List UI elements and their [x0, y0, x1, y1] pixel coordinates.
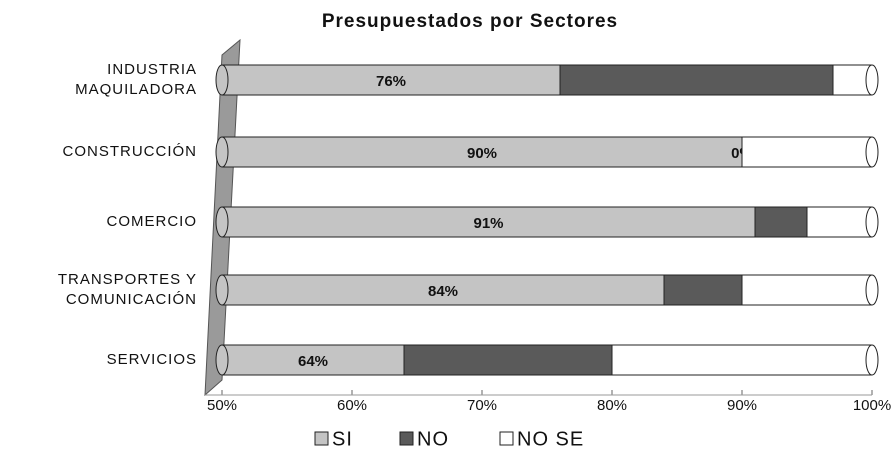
bar-cap	[865, 136, 879, 168]
bar-segment	[611, 344, 873, 376]
bar-segment	[806, 206, 873, 238]
bar-segment	[741, 274, 873, 306]
bar-cap	[215, 136, 229, 168]
bar-cap	[865, 64, 879, 96]
legend-label: NO SE	[517, 428, 584, 450]
y-tick-label: TRANSPORTES Y COMUNICACIÓN	[57, 271, 197, 308]
bar-cap	[865, 206, 879, 238]
y-tick-label: CONSTRUCCIÓN	[62, 143, 197, 160]
x-tick-label: 60%	[337, 397, 367, 414]
bar-segment	[403, 344, 613, 376]
data-label: 91%	[473, 215, 503, 232]
x-tick-label: 90%	[727, 397, 757, 414]
bar-segment	[221, 344, 405, 376]
y-tick-label: SERVICIOS	[106, 351, 197, 368]
data-label: 64%	[298, 353, 328, 370]
data-label: 76%	[376, 73, 406, 90]
legend-swatch	[314, 431, 329, 446]
bar-segment	[754, 206, 808, 238]
chart-title: Presupuestados por Sectores	[322, 11, 618, 32]
data-label: 90%	[467, 145, 497, 162]
bar-cap	[215, 274, 229, 306]
x-tick-label: 100%	[853, 397, 891, 414]
bar-segment	[741, 136, 873, 168]
y-tick-label: COMERCIO	[106, 213, 197, 230]
bar-segment	[663, 274, 743, 306]
y-tick-label: INDUSTRIA MAQUILADORA	[75, 61, 197, 98]
bar-cap	[215, 206, 229, 238]
legend-label: NO	[417, 428, 449, 450]
x-tick-label: 80%	[597, 397, 627, 414]
bar-segment	[559, 64, 834, 96]
x-tick-label: 50%	[207, 397, 237, 414]
bar-cap	[865, 274, 879, 306]
bar-cap	[215, 344, 229, 376]
data-label: 84%	[428, 283, 458, 300]
legend-swatch	[499, 431, 514, 446]
x-tick-label: 70%	[467, 397, 497, 414]
bar-cap	[865, 344, 879, 376]
bar-segment	[221, 64, 561, 96]
bar-cap	[215, 64, 229, 96]
legend-swatch	[399, 431, 414, 446]
legend-label: SI	[332, 428, 353, 450]
bar-segment	[221, 206, 756, 238]
